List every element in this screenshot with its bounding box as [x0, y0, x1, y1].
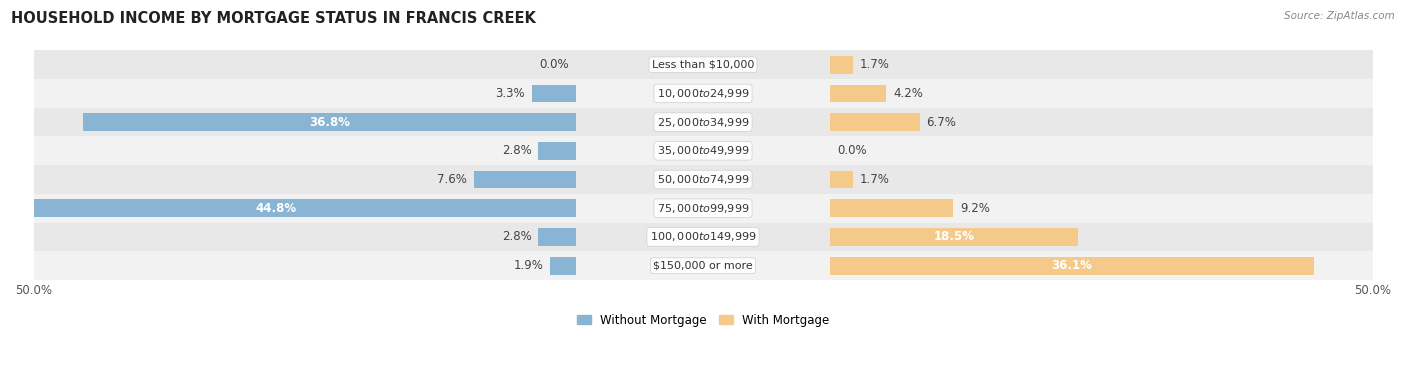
Bar — [830, 113, 920, 131]
Text: 1.7%: 1.7% — [859, 58, 890, 71]
Bar — [830, 171, 853, 188]
Bar — [83, 113, 576, 131]
Bar — [538, 142, 576, 160]
Legend: Without Mortgage, With Mortgage: Without Mortgage, With Mortgage — [576, 314, 830, 326]
Bar — [830, 199, 953, 217]
Text: 1.7%: 1.7% — [859, 173, 890, 186]
Text: 36.1%: 36.1% — [1052, 259, 1092, 272]
Text: 9.2%: 9.2% — [960, 202, 990, 215]
Text: 18.5%: 18.5% — [934, 230, 974, 244]
Bar — [531, 84, 576, 102]
Bar — [830, 84, 886, 102]
Bar — [830, 228, 1078, 246]
Text: 2.8%: 2.8% — [502, 230, 531, 244]
Bar — [0, 199, 576, 217]
Text: $35,000 to $49,999: $35,000 to $49,999 — [657, 144, 749, 157]
Bar — [34, 51, 1372, 79]
Bar — [34, 79, 1372, 108]
Text: 44.8%: 44.8% — [256, 202, 297, 215]
Text: 2.8%: 2.8% — [502, 144, 531, 157]
Text: 3.3%: 3.3% — [495, 87, 524, 100]
Bar — [538, 228, 576, 246]
Text: 7.6%: 7.6% — [437, 173, 467, 186]
Bar — [34, 222, 1372, 251]
Bar — [830, 56, 853, 74]
Bar — [830, 257, 1313, 274]
Bar — [34, 194, 1372, 222]
Text: HOUSEHOLD INCOME BY MORTGAGE STATUS IN FRANCIS CREEK: HOUSEHOLD INCOME BY MORTGAGE STATUS IN F… — [11, 11, 536, 26]
Text: $100,000 to $149,999: $100,000 to $149,999 — [650, 230, 756, 244]
Bar — [34, 165, 1372, 194]
Text: $150,000 or more: $150,000 or more — [654, 261, 752, 271]
Text: $75,000 to $99,999: $75,000 to $99,999 — [657, 202, 749, 215]
Text: 4.2%: 4.2% — [893, 87, 922, 100]
Text: 6.7%: 6.7% — [927, 116, 956, 129]
Bar — [474, 171, 576, 188]
Bar — [34, 108, 1372, 136]
Bar — [550, 257, 576, 274]
Text: Source: ZipAtlas.com: Source: ZipAtlas.com — [1284, 11, 1395, 21]
Bar — [34, 136, 1372, 165]
Text: 0.0%: 0.0% — [540, 58, 569, 71]
Text: 1.9%: 1.9% — [513, 259, 544, 272]
Text: $50,000 to $74,999: $50,000 to $74,999 — [657, 173, 749, 186]
Text: 0.0%: 0.0% — [837, 144, 866, 157]
Text: $25,000 to $34,999: $25,000 to $34,999 — [657, 116, 749, 129]
Text: $10,000 to $24,999: $10,000 to $24,999 — [657, 87, 749, 100]
Text: Less than $10,000: Less than $10,000 — [652, 60, 754, 70]
Text: 36.8%: 36.8% — [309, 116, 350, 129]
Bar — [34, 251, 1372, 280]
